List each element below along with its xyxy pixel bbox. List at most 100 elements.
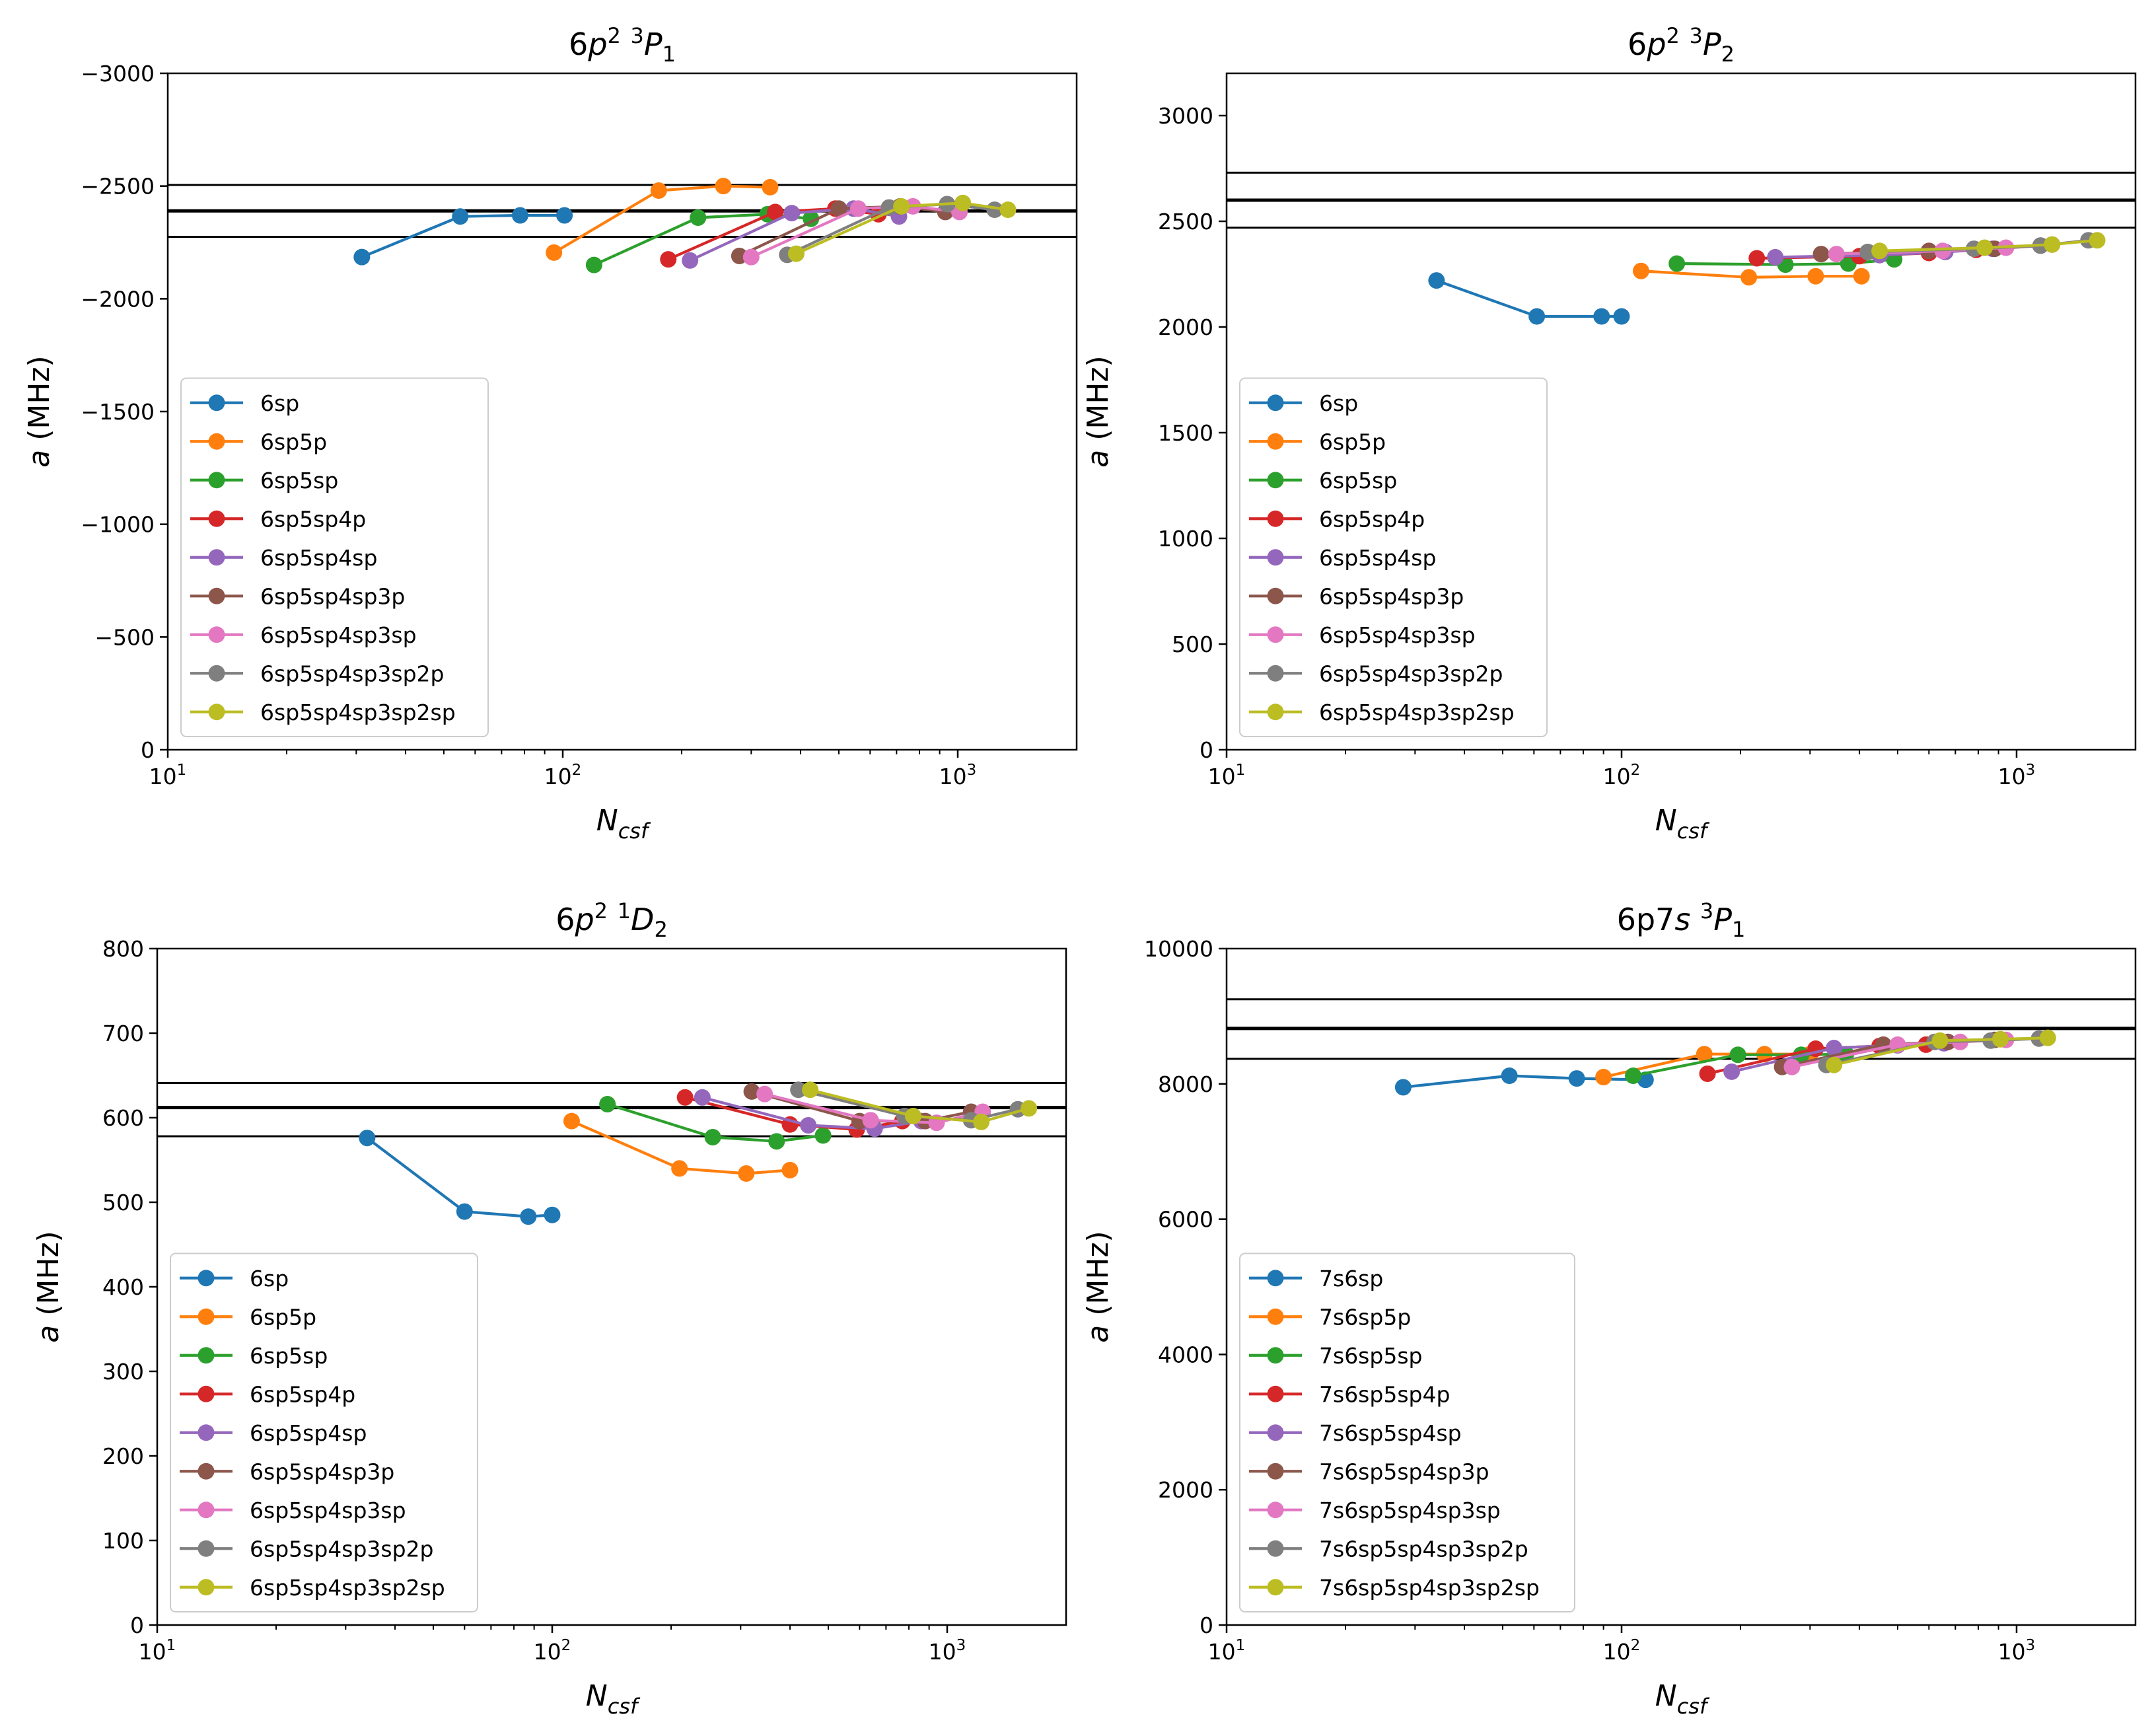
- legend-label-7s6sp5sp4sp: 7s6sp5sp4sp: [1319, 1420, 1462, 1446]
- legend-swatch-marker: [1267, 1347, 1284, 1364]
- legend-swatch-marker: [197, 1501, 215, 1519]
- y-axis-label: a (MHz): [1081, 1231, 1115, 1342]
- series-line-6sp5sp4sp3sp2sp: [1879, 238, 2098, 252]
- legend-label-6sp5sp4sp3sp: 6sp5sp4sp3sp: [1319, 622, 1476, 648]
- legend-swatch-marker: [208, 394, 225, 412]
- legend-label-7s6sp5sp4sp3sp2p: 7s6sp5sp4sp3sp2p: [1319, 1536, 1528, 1562]
- legend-label-6sp5sp4sp3sp: 6sp5sp4sp3sp: [250, 1498, 406, 1523]
- legend-swatch-marker: [208, 626, 225, 643]
- data-point-6sp-4: [1613, 308, 1630, 325]
- legend-swatch-marker: [197, 1540, 215, 1557]
- legend-label-6sp5sp: 6sp5sp: [250, 1343, 328, 1369]
- chart-title: 6p7s 3P1: [1617, 898, 1746, 942]
- data-point-6sp-1: [353, 248, 371, 266]
- data-point-6sp5sp4sp-1: [694, 1089, 711, 1106]
- y-tick-label: 6000: [1158, 1207, 1213, 1233]
- data-point-6sp5p-1: [546, 244, 563, 261]
- x-tick-label: 101: [149, 762, 187, 789]
- reference-lines: [1227, 998, 2135, 1060]
- data-point-6sp5sp4sp3sp2sp-4: [2089, 232, 2106, 249]
- legend-label-6sp5sp4sp: 6sp5sp4sp: [1319, 545, 1436, 571]
- legend-label-7s6sp5sp4p: 7s6sp5sp4p: [1319, 1381, 1450, 1407]
- legend-label-6sp5sp4sp: 6sp5sp4sp: [250, 1420, 367, 1446]
- legend-swatch-marker: [1267, 626, 1284, 643]
- data-point-6sp5p-2: [671, 1160, 688, 1177]
- x-axis-label: Ncsf: [1655, 1679, 1710, 1719]
- legend-swatch-marker: [1267, 1385, 1284, 1402]
- legend-label-6sp5sp4sp3p: 6sp5sp4sp3p: [250, 1459, 394, 1484]
- data-point-6sp5sp4sp3sp2sp-3: [973, 1113, 990, 1130]
- legend-label-6sp5sp: 6sp5sp: [1319, 468, 1397, 493]
- data-point-7s6sp5sp-1: [1625, 1067, 1642, 1085]
- legend-swatch-marker: [1267, 433, 1284, 450]
- series-group: [359, 1081, 1038, 1225]
- series-line-6sp5p: [1641, 270, 1862, 279]
- legend-label-6sp5sp4sp3sp2p: 6sp5sp4sp3sp2p: [1319, 661, 1503, 686]
- chart-panel-2: 101 102 103 0 500 1000 1500 2000 2500 3000 6p2 3P2…: [1081, 23, 2137, 844]
- data-point-7s6sp-3: [1568, 1070, 1585, 1087]
- x-axis-label: Ncsf: [596, 804, 651, 844]
- legend-swatch-marker: [1267, 704, 1284, 721]
- legend-swatch-marker: [197, 1308, 215, 1325]
- data-point-6sp5sp4sp3sp2sp-1: [787, 245, 805, 262]
- series-group: [1394, 1029, 2056, 1096]
- y-axis-label: a (MHz): [1081, 355, 1115, 467]
- legend-label-6sp5p: 6sp5p: [250, 1304, 316, 1330]
- data-point-6sp-1: [359, 1130, 376, 1147]
- y-tick-label: 0: [1200, 737, 1213, 763]
- data-point-6sp5sp4sp3sp-2: [862, 1112, 879, 1129]
- x-tick-label: 102: [1603, 1637, 1641, 1665]
- chart-panel-4: 101 102 103 0 2000 4000 6000 8000 10000 6p7s 3P1 N…: [1081, 898, 2137, 1719]
- data-point-6sp5sp4sp3sp2p-4: [986, 201, 1003, 219]
- data-point-6sp5sp4sp-2: [783, 205, 801, 222]
- legend-label-6sp5sp4sp3sp2p: 6sp5sp4sp3sp2p: [260, 661, 445, 686]
- x-tick-label: 101: [1208, 762, 1246, 789]
- legend-swatch-marker: [1267, 665, 1284, 682]
- data-point-6sp5p-3: [738, 1165, 755, 1182]
- legend-swatch-marker: [1267, 587, 1284, 604]
- y-tick-label: −500: [94, 624, 155, 650]
- data-point-6sp5sp4sp3sp2sp-3: [954, 194, 972, 211]
- data-point-6sp5sp4sp3sp2sp-2: [893, 198, 910, 215]
- data-point-6sp5sp4sp-2: [800, 1117, 817, 1134]
- data-point-6sp5p-2: [1740, 269, 1758, 286]
- series-line-6sp: [366, 1137, 553, 1218]
- data-point-6sp5p-4: [781, 1161, 799, 1178]
- legend-label-6sp: 6sp: [260, 390, 299, 416]
- data-point-7s6sp5p-2: [1696, 1046, 1713, 1063]
- data-point-6sp-2: [1528, 308, 1546, 325]
- legend-swatch-marker: [208, 704, 225, 721]
- data-point-6sp-4: [544, 1206, 561, 1223]
- series-line-7s6sp5sp: [1633, 1052, 1846, 1077]
- legend: 6sp 6sp5p 6sp5sp 6sp5sp4p 6sp5sp4sp 6sp5sp4sp…: [170, 1252, 478, 1612]
- x-tick-label: 101: [1208, 1637, 1246, 1665]
- legend: 6sp 6sp5p 6sp5sp 6sp5sp4p 6sp5sp4sp 6sp5sp4sp…: [180, 377, 489, 737]
- y-tick-label: 2000: [1158, 1477, 1213, 1503]
- series-line-6sp5sp4sp3sp2sp: [795, 201, 1009, 256]
- chart-panel-1: 101 102 103 0 −500 −1000 −1500 −2000 −2500 −3000 6…: [22, 23, 1078, 844]
- legend: 7s6sp 7s6sp5p 7s6sp5sp 7s6sp5sp4p 7s6sp5sp4s…: [1239, 1252, 1575, 1612]
- legend-swatch-marker: [208, 665, 225, 682]
- data-point-7s6sp5sp4p-1: [1699, 1065, 1716, 1082]
- legend-swatch-marker: [1267, 1501, 1284, 1519]
- legend-label-6sp5sp4p: 6sp5sp4p: [250, 1381, 355, 1407]
- legend-label-7s6sp5p: 7s6sp5p: [1319, 1304, 1411, 1330]
- legend-swatch-marker: [1267, 1579, 1284, 1596]
- series-line-6sp5sp4sp3sp2sp: [810, 1088, 1030, 1124]
- data-point-6sp-3: [1593, 308, 1610, 325]
- data-point-6sp5sp4sp3sp2sp-4: [1021, 1100, 1038, 1117]
- legend-swatch-marker: [208, 510, 225, 527]
- y-tick-label: 4000: [1158, 1342, 1213, 1367]
- data-point-7s6sp5sp4sp3sp-1: [1783, 1058, 1801, 1075]
- data-point-6sp5sp4sp3sp2sp-1: [802, 1081, 819, 1099]
- y-tick-label: 600: [102, 1105, 144, 1131]
- series-group: [353, 178, 1017, 273]
- data-point-6sp5sp4sp3p-1: [743, 1083, 760, 1100]
- data-point-7s6sp5sp4sp3sp2sp-2: [1931, 1032, 1949, 1049]
- data-point-6sp5sp4sp3p-2: [830, 200, 847, 217]
- data-point-6sp5sp4sp3sp2sp-1: [1871, 242, 1888, 260]
- data-point-6sp5sp4sp3sp2p-2: [880, 199, 898, 216]
- legend-swatch-marker: [1267, 549, 1284, 566]
- legend-label-6sp5sp4sp: 6sp5sp4sp: [260, 545, 377, 571]
- y-tick-label: 500: [1172, 632, 1213, 657]
